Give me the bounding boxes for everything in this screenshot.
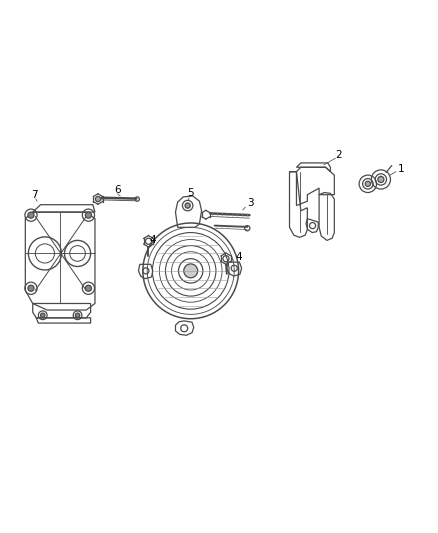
Circle shape	[75, 313, 80, 318]
Text: 3: 3	[247, 198, 254, 208]
Circle shape	[28, 212, 34, 218]
Circle shape	[184, 264, 198, 278]
Text: 5: 5	[187, 188, 194, 198]
Text: 4: 4	[149, 236, 156, 245]
Text: 2: 2	[336, 150, 342, 160]
Circle shape	[28, 285, 34, 292]
Circle shape	[365, 181, 371, 187]
Text: 4: 4	[235, 252, 242, 262]
Text: 7: 7	[31, 190, 38, 200]
Circle shape	[85, 212, 92, 218]
Text: 1: 1	[398, 164, 404, 174]
Text: 6: 6	[115, 185, 121, 195]
Circle shape	[95, 197, 101, 201]
Circle shape	[185, 203, 190, 208]
Circle shape	[41, 313, 45, 318]
Circle shape	[85, 285, 92, 292]
Circle shape	[378, 176, 384, 182]
